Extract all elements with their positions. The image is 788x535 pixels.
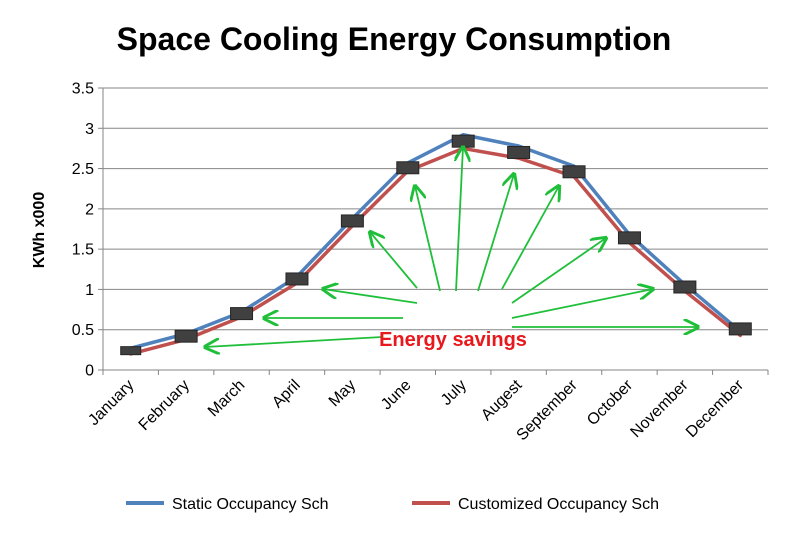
data-marker <box>285 272 309 286</box>
data-marker <box>230 307 254 321</box>
axes <box>102 88 769 375</box>
x-tick-label: Augest <box>478 376 526 424</box>
savings-arrow <box>477 174 514 292</box>
data-marker <box>617 231 641 245</box>
series-line-1 <box>128 132 743 350</box>
legend-label: Static Occupancy Sch <box>172 496 329 513</box>
legend-label: Customized Occupancy Sch <box>458 496 659 513</box>
legend-item-2: Customized Occupancy Sch <box>412 496 659 513</box>
savings-arrow <box>511 289 653 319</box>
y-tick-label: 2.5 <box>72 161 94 178</box>
x-tick-label: October <box>584 376 637 429</box>
x-tick-label: January <box>85 377 137 429</box>
savings-arrows <box>205 147 698 347</box>
data-marker <box>562 165 586 179</box>
y-tick-label: 1 <box>85 282 94 299</box>
y-tick-label: 0 <box>85 363 94 380</box>
x-tick-label: June <box>378 377 415 414</box>
data-marker <box>340 214 364 228</box>
legend: Static Occupancy Sch Customized Occupancy… <box>126 496 659 513</box>
savings-arrow <box>501 186 559 290</box>
savings-arrow <box>323 289 418 304</box>
data-marker <box>120 346 142 356</box>
x-tick-label: July <box>438 377 470 409</box>
series-lines <box>128 132 743 356</box>
x-tick-label: February <box>136 377 193 434</box>
legend-item-1: Static Occupancy Sch <box>126 496 329 513</box>
y-tick-label: 3.5 <box>72 81 94 98</box>
x-tick-label: April <box>269 377 304 412</box>
y-tick-label: 3 <box>85 121 94 138</box>
data-marker <box>507 145 531 159</box>
data-marker <box>451 134 475 148</box>
x-tick-label: November <box>627 376 692 441</box>
x-tick-label: May <box>326 377 359 410</box>
savings-arrow <box>205 336 383 347</box>
savings-arrow <box>415 186 441 292</box>
data-marker <box>728 322 752 336</box>
y-tick-label: 1.5 <box>72 242 94 259</box>
energy-savings-label: Energy savings <box>379 329 527 351</box>
chart-title: Space Cooling Energy Consumption <box>117 21 672 57</box>
savings-arrow <box>370 232 418 289</box>
series-line-2 <box>128 146 743 356</box>
y-tick-labels: 0 0.5 1 1.5 2 2.5 3 3.5 <box>72 81 94 380</box>
data-marker <box>396 161 420 175</box>
data-marker <box>174 329 198 343</box>
y-tick-label: 2 <box>85 201 94 218</box>
data-marker <box>673 280 697 294</box>
savings-arrow <box>456 147 463 292</box>
x-tick-label: September <box>514 376 582 444</box>
y-tick-label: 0.5 <box>72 322 94 339</box>
x-tick-label: December <box>683 376 748 441</box>
x-tick-label: March <box>205 377 248 420</box>
savings-arrow <box>511 238 606 304</box>
data-markers <box>120 134 752 356</box>
y-axis-label: KWh x000 <box>31 192 48 269</box>
